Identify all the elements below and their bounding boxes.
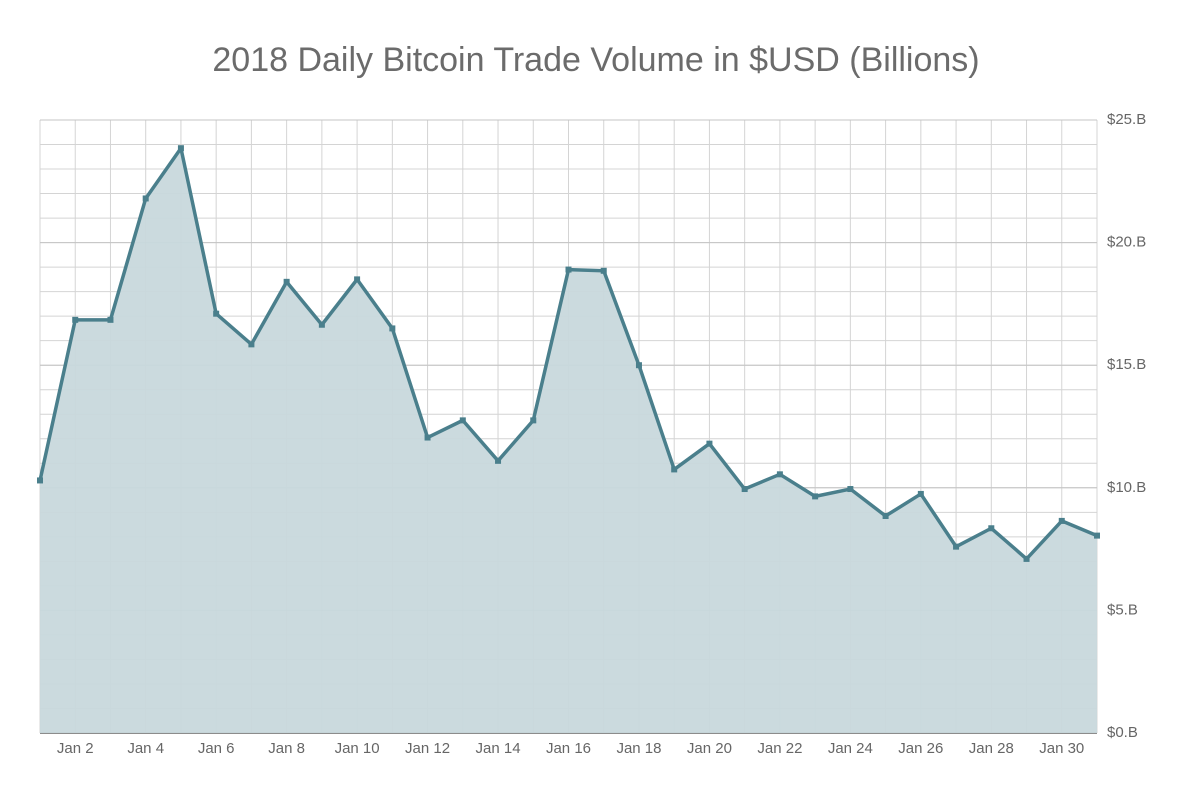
y-tick-label: $15.B bbox=[1107, 356, 1146, 373]
point bbox=[283, 278, 290, 285]
point bbox=[706, 440, 713, 447]
y-tick-label: $10.B bbox=[1107, 479, 1146, 496]
point bbox=[671, 466, 678, 473]
point bbox=[37, 477, 43, 484]
x-tick-label: Jan 22 bbox=[757, 740, 802, 757]
y-tick-label: $5.B bbox=[1107, 601, 1138, 618]
x-tick-label: Jan 26 bbox=[898, 740, 943, 757]
x-tick-label: Jan 24 bbox=[828, 740, 873, 757]
point bbox=[847, 486, 854, 493]
point bbox=[142, 195, 149, 202]
point bbox=[1094, 532, 1100, 539]
x-tick-label: Jan 30 bbox=[1039, 740, 1084, 757]
chart-title: 2018 Daily Bitcoin Trade Volume in $USD … bbox=[212, 41, 979, 79]
y-tick-label: $0.B bbox=[1107, 724, 1138, 741]
x-tick-label: Jan 4 bbox=[127, 740, 164, 757]
point bbox=[389, 325, 396, 332]
point bbox=[565, 266, 572, 273]
point bbox=[107, 316, 114, 323]
point bbox=[988, 525, 995, 532]
x-tick-label: Jan 6 bbox=[198, 740, 235, 757]
y-tick-label: $20.B bbox=[1107, 234, 1146, 251]
x-tick-label: Jan 14 bbox=[476, 740, 521, 757]
point bbox=[354, 276, 361, 283]
x-tick-label: Jan 20 bbox=[687, 740, 732, 757]
area bbox=[40, 148, 1097, 733]
x-tick-label: Jan 12 bbox=[405, 740, 450, 757]
point bbox=[600, 267, 607, 274]
point bbox=[177, 145, 184, 152]
point bbox=[776, 471, 783, 478]
point bbox=[917, 490, 924, 497]
point bbox=[741, 486, 748, 493]
x-tick-label: Jan 10 bbox=[335, 740, 380, 757]
x-tick-label: Jan 16 bbox=[546, 740, 591, 757]
point bbox=[318, 321, 325, 328]
x-tick-label: Jan 28 bbox=[969, 740, 1014, 757]
point bbox=[812, 493, 819, 500]
point bbox=[1058, 517, 1065, 524]
point bbox=[248, 341, 255, 348]
x-tick-label: Jan 18 bbox=[616, 740, 661, 757]
point bbox=[1023, 555, 1030, 562]
point bbox=[953, 543, 960, 550]
point bbox=[459, 417, 466, 424]
point bbox=[530, 417, 537, 424]
y-tick-label: $25.B bbox=[1107, 111, 1146, 128]
point bbox=[72, 316, 79, 323]
point bbox=[424, 434, 431, 441]
point bbox=[882, 512, 889, 519]
point bbox=[213, 310, 220, 317]
point bbox=[635, 362, 642, 369]
point bbox=[495, 457, 502, 464]
x-tick-label: Jan 8 bbox=[268, 740, 305, 757]
x-tick-label: Jan 2 bbox=[57, 740, 94, 757]
